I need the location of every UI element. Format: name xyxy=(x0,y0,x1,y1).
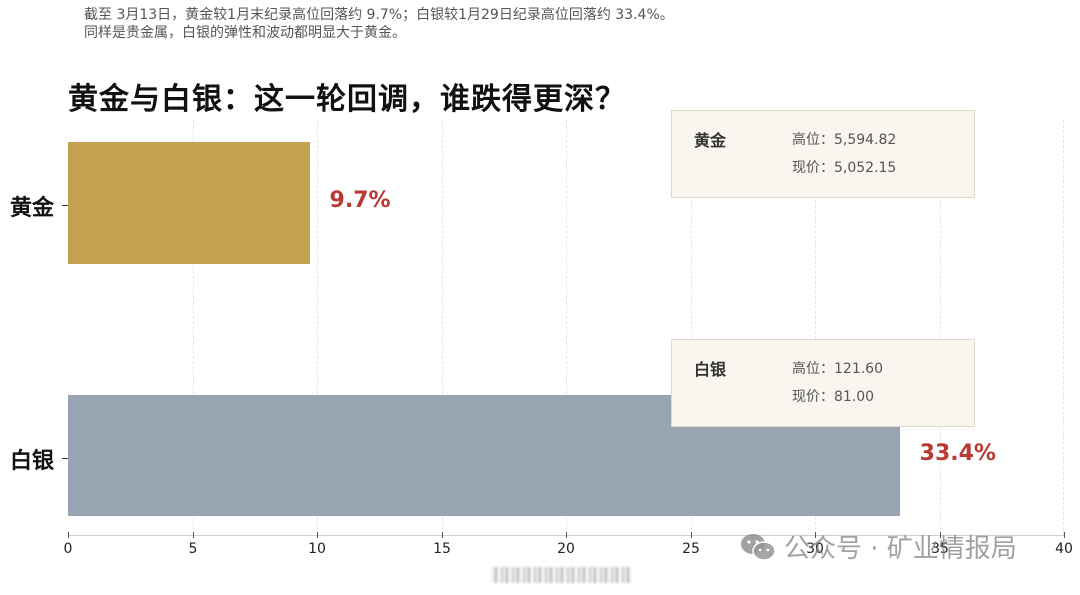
category-tick xyxy=(62,458,68,459)
category-label-gold: 黄金 xyxy=(10,196,55,221)
x-tick xyxy=(691,532,692,538)
x-tick-label: 25 xyxy=(682,541,700,557)
gridline xyxy=(566,120,567,535)
annotation-current: 现价：81.00 xyxy=(792,389,875,405)
gridline xyxy=(193,120,194,535)
watermark: 公众号 · 矿业情报局 xyxy=(740,528,1017,565)
x-tick-label: 0 xyxy=(63,541,73,557)
chart-title: 黄金与白银：这一轮回调，谁跌得更深？ xyxy=(68,82,626,117)
x-tick-label: 30 xyxy=(806,541,824,557)
annotation-silver: 白银 高位：121.60 现价：81.00 xyxy=(671,339,975,427)
annotation-name: 白银 xyxy=(694,360,727,379)
annotation-gold: 黄金 高位：5,594.82 现价：5,052.15 xyxy=(671,110,975,198)
watermark-text: 公众号 · 矿业情报局 xyxy=(784,534,1017,564)
category-label-silver: 白银 xyxy=(10,449,55,474)
annotation-high: 高位：5,594.82 xyxy=(792,132,897,148)
gridline xyxy=(815,120,816,535)
gridline xyxy=(940,120,941,535)
x-tick xyxy=(68,532,69,538)
annotation-current: 现价：5,052.15 xyxy=(792,160,897,176)
subtitle-line-1: 截至 3月13日，黄金较1月末纪录高位回落约 9.7%；白银较1月29日纪录高位… xyxy=(84,7,674,23)
x-tick xyxy=(1064,532,1065,538)
x-tick-label: 40 xyxy=(1055,541,1073,557)
category-tick xyxy=(62,205,68,206)
x-tick xyxy=(566,532,567,538)
plot-area xyxy=(68,120,1064,535)
value-label-silver: 33.4% xyxy=(919,441,996,466)
value-label-gold: 9.7% xyxy=(329,188,391,213)
x-tick xyxy=(193,532,194,538)
gridline xyxy=(1063,120,1064,535)
x-tick-label: 10 xyxy=(308,541,326,557)
wechat-icon xyxy=(740,532,776,562)
chart-subtitle: 截至 3月13日，黄金较1月末纪录高位回落约 9.7%；白银较1月29日纪录高位… xyxy=(84,6,674,42)
bar-gold xyxy=(68,142,310,264)
x-tick xyxy=(442,532,443,538)
subtitle-line-2: 同样是贵金属，白银的弹性和波动都明显大于黄金。 xyxy=(84,25,406,41)
gridline xyxy=(317,120,318,535)
x-tick xyxy=(940,532,941,538)
blurred-caption xyxy=(492,567,632,583)
gridline xyxy=(691,120,692,535)
x-tick xyxy=(815,532,816,538)
x-tick-label: 5 xyxy=(188,541,198,557)
x-tick-label: 15 xyxy=(433,541,451,557)
annotation-name: 黄金 xyxy=(694,131,727,150)
x-tick-label: 20 xyxy=(557,541,575,557)
x-tick xyxy=(317,532,318,538)
annotation-high: 高位：121.60 xyxy=(792,361,883,377)
gridline xyxy=(442,120,443,535)
x-tick-label: 35 xyxy=(931,541,949,557)
